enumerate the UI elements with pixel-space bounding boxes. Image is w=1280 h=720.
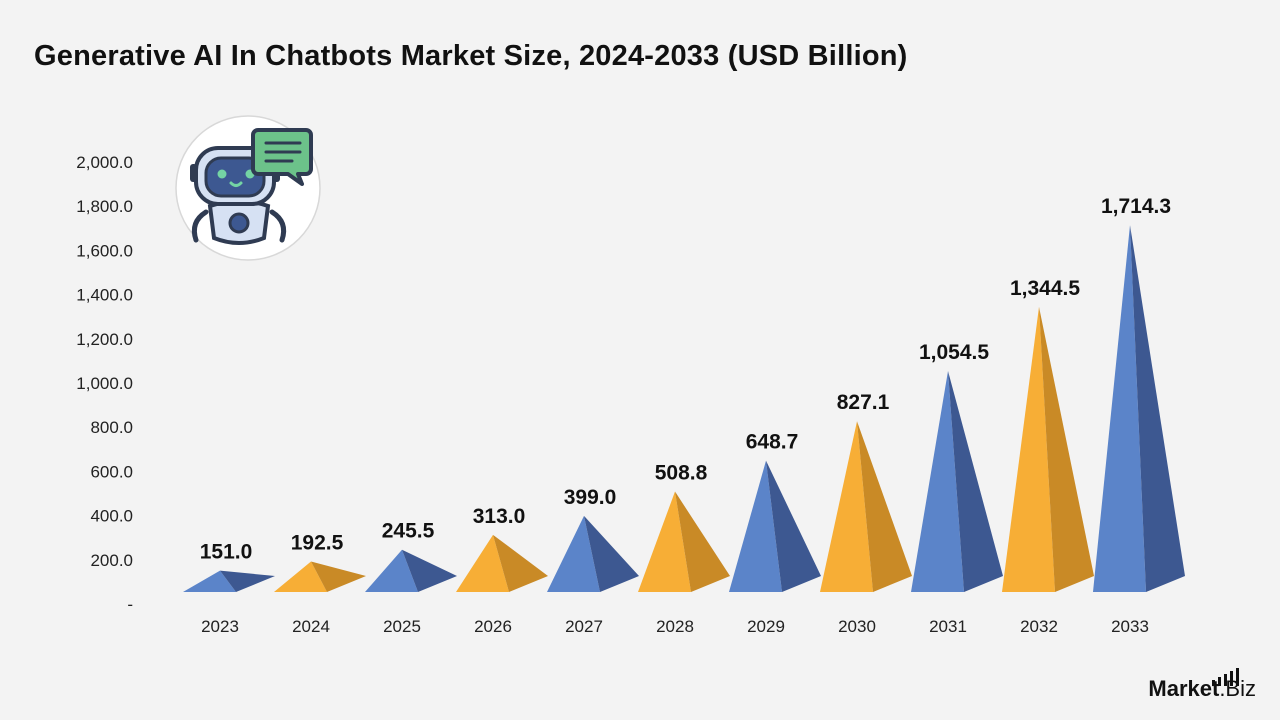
pyramid-bar [820,421,912,592]
pyramid-face-side [402,549,457,592]
pyramid-face-front [1093,225,1146,592]
pyramid-bar [365,549,457,592]
data-label: 648.7 [746,431,799,454]
pyramid-face-side [1130,225,1185,592]
pyramid-bars [183,225,1185,592]
y-tick-label: 800.0 [90,418,133,437]
y-tick-label: 1,000.0 [76,374,133,393]
data-label: 827.1 [837,391,890,414]
x-tick-label: 2025 [383,617,421,636]
pyramid-face-side [311,561,366,592]
pyramid-face-front [1002,306,1055,592]
data-label: 151.0 [200,541,253,564]
x-tick-label: 2030 [838,617,876,636]
chart-title: Generative AI In Chatbots Market Size, 2… [34,40,908,72]
brand-name-bold: Market [1148,676,1220,701]
x-axis: 2023 2024 2025 2026 2027 2028 2029 2030 2031 2032… [201,617,1149,636]
data-label: 399.0 [564,486,617,509]
pyramid-bar [729,460,821,592]
pyramid-face-front [365,549,418,592]
pyramid-face-front [274,561,327,592]
y-tick-label: - [127,595,133,614]
pyramid-face-front [456,534,509,592]
x-tick-label: 2027 [565,617,603,636]
y-tick-label: 400.0 [90,507,133,526]
y-tick-label: 1,200.0 [76,330,133,349]
pyramid-bar [638,491,730,592]
pyramid-bar [456,534,548,592]
pyramid-face-front [183,570,236,592]
pyramid-face-side [675,491,730,592]
pyramid-bar [1002,306,1094,592]
data-label: 1,714.3 [1101,195,1171,218]
pyramid-bar [911,370,1003,592]
brand-bars-icon [1212,668,1239,686]
pyramid-face-side [493,534,548,592]
x-tick-label: 2029 [747,617,785,636]
x-tick-label: 2026 [474,617,512,636]
y-tick-label: 600.0 [90,462,133,481]
data-label: 192.5 [291,531,344,554]
data-label: 1,054.5 [919,341,989,364]
robot-chatbot-icon [175,115,321,261]
pyramid-bar [1093,225,1185,592]
pyramid-face-side [948,370,1003,592]
y-tick-label: 1,600.0 [76,241,133,260]
x-tick-label: 2024 [292,617,330,636]
y-tick-label: 1,400.0 [76,286,133,305]
pyramid-face-front [547,515,600,592]
pyramid-face-side [1039,306,1094,592]
y-tick-label: 1,800.0 [76,197,133,216]
data-label: 245.5 [382,520,435,543]
pyramid-face-front [820,421,873,592]
y-tick-label: 200.0 [90,551,133,570]
pyramid-bar [183,570,275,592]
pyramid-face-side [584,515,639,592]
data-label: 1,344.5 [1010,277,1080,300]
x-tick-label: 2032 [1020,617,1058,636]
pyramid-face-front [638,491,691,592]
data-label: 508.8 [655,462,708,485]
pyramid-face-side [857,421,912,592]
data-labels: 151.0 192.5 245.5 313.0 399.0 508.8 648.7 827.1… [200,195,1171,563]
pyramid-face-side [766,460,821,592]
pyramid-face-side [220,570,275,592]
x-tick-label: 2033 [1111,617,1149,636]
x-tick-label: 2031 [929,617,967,636]
y-tick-label: 2,000.0 [76,153,133,172]
pyramid-bar [274,561,366,592]
x-tick-label: 2023 [201,617,239,636]
pyramid-bar [547,515,639,592]
data-label: 313.0 [473,505,526,528]
y-axis: - 200.0 400.0 600.0 800.0 1,000.0 1,200.0 1,400… [76,153,133,614]
x-tick-label: 2028 [656,617,694,636]
pyramid-face-front [729,460,782,592]
pyramid-face-front [911,370,964,592]
